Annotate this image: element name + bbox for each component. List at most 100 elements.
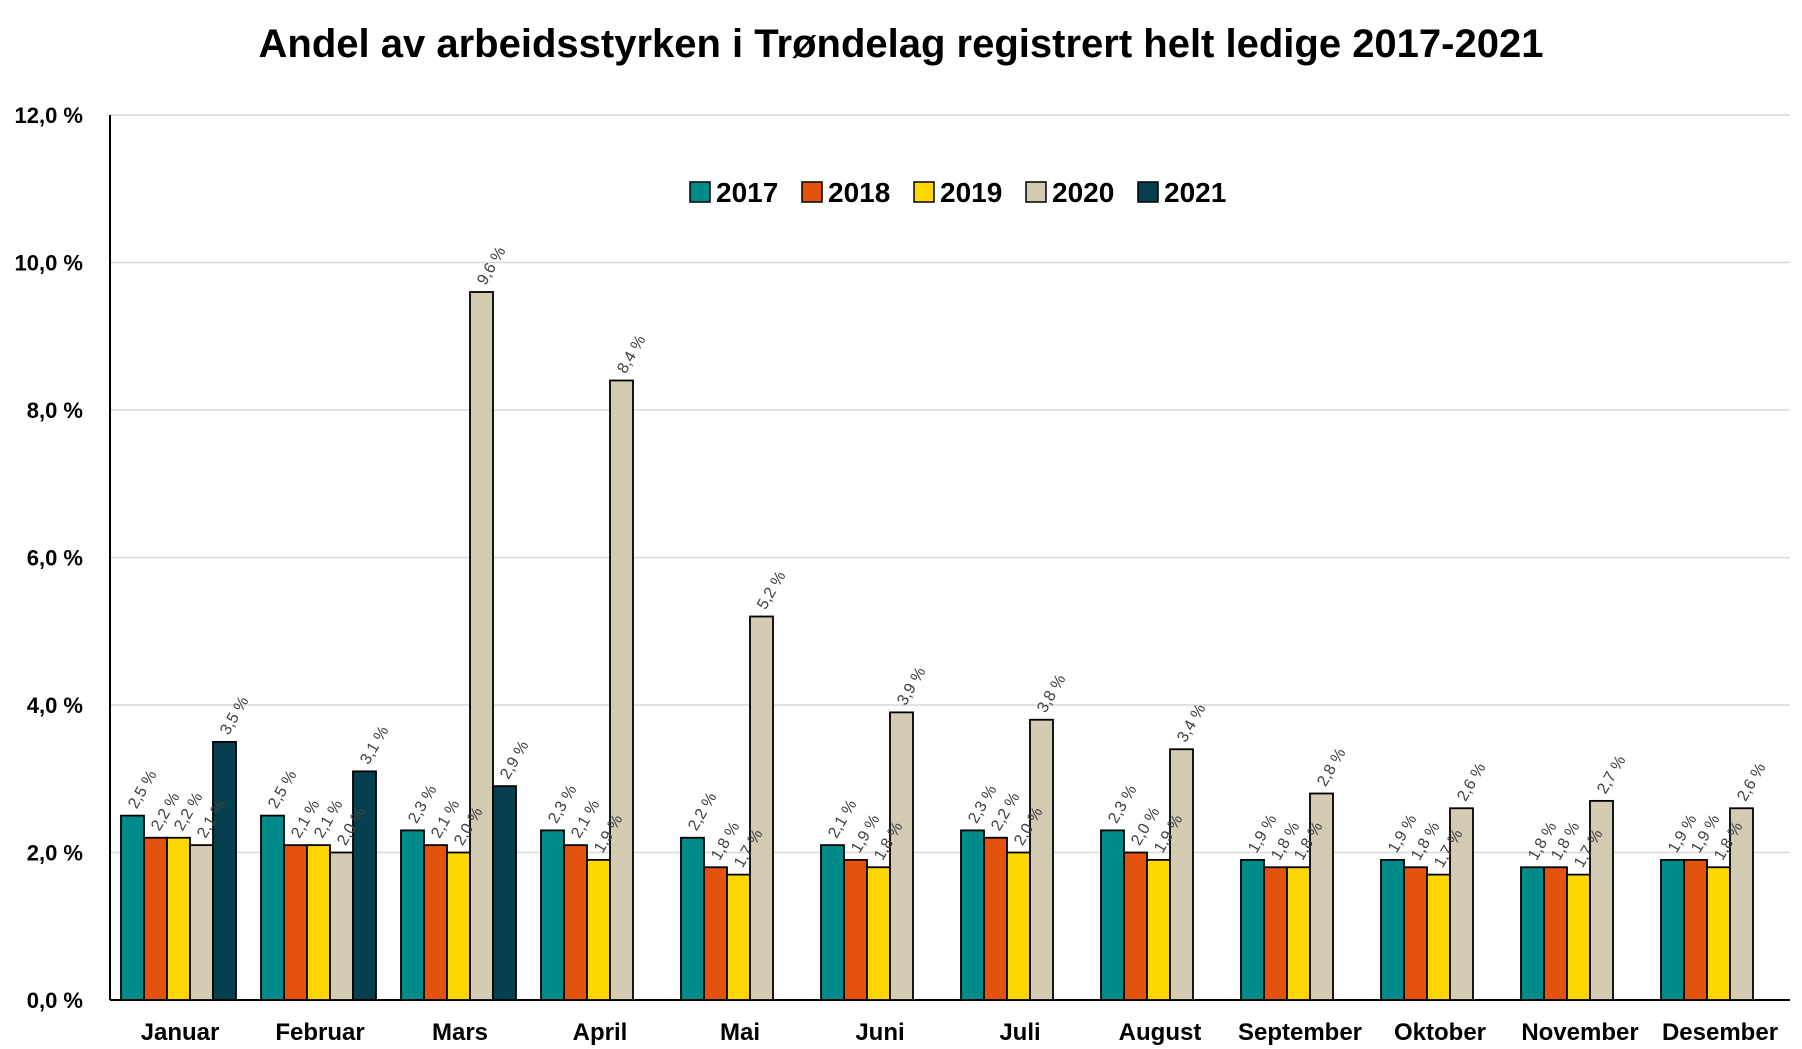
x-tick-label: August	[1119, 1019, 1202, 1046]
data-label: 2,6 %	[1454, 760, 1489, 804]
bar	[983, 836, 1008, 1001]
bar	[1566, 873, 1591, 1001]
x-tick-label: Oktober	[1394, 1019, 1486, 1046]
bar	[306, 844, 331, 1001]
bar	[1706, 866, 1731, 1001]
bar	[143, 836, 168, 1001]
x-tick-label: Mai	[720, 1019, 760, 1046]
bar	[1520, 866, 1545, 1001]
legend-label: 2021	[1164, 177, 1226, 208]
bar	[446, 851, 471, 1001]
bar	[540, 829, 565, 1001]
x-tick-label: November	[1521, 1019, 1638, 1046]
bars	[120, 291, 1754, 1001]
y-tick-label: 6,0 %	[27, 546, 83, 571]
bar	[352, 770, 377, 1001]
gridlines	[110, 114, 1790, 854]
bar	[1683, 858, 1708, 1001]
bar	[1449, 807, 1474, 1001]
bar	[423, 844, 448, 1001]
x-tick-label: September	[1238, 1019, 1362, 1046]
bar	[609, 379, 634, 1001]
bar	[329, 851, 354, 1001]
data-label: 2,6 %	[1734, 760, 1769, 804]
data-label: 2,9 %	[497, 738, 532, 782]
bar	[492, 785, 517, 1001]
data-label: 2,5 %	[125, 768, 160, 812]
data-label: 5,2 %	[754, 569, 789, 613]
x-tick-label: Januar	[141, 1019, 220, 1046]
bar	[1263, 866, 1288, 1001]
legend-label: 2018	[828, 177, 890, 208]
y-tick-label: 0,0 %	[27, 988, 83, 1013]
legend-label: 2020	[1052, 177, 1114, 208]
bar	[1380, 858, 1405, 1001]
bar	[1426, 873, 1451, 1001]
bar	[563, 844, 588, 1001]
data-label: 3,5 %	[217, 694, 252, 738]
bar	[212, 740, 237, 1001]
bar	[1169, 748, 1194, 1001]
x-tick-label: Februar	[275, 1019, 364, 1046]
y-tick-label: 10,0 %	[15, 251, 84, 276]
bar	[469, 291, 494, 1001]
y-tick-label: 12,0 %	[15, 103, 84, 128]
data-label: 2,7 %	[1594, 753, 1629, 797]
y-tick-label: 4,0 %	[27, 693, 83, 718]
bar	[703, 866, 728, 1001]
bar	[820, 844, 845, 1001]
data-label: 2,8 %	[1314, 746, 1349, 790]
legend-swatch	[913, 181, 935, 203]
bar	[1029, 718, 1054, 1001]
legend-label: 2017	[716, 177, 778, 208]
y-tick-label: 2,0 %	[27, 841, 83, 866]
legend-swatch	[1025, 181, 1047, 203]
bar	[749, 615, 774, 1001]
bar	[889, 711, 914, 1001]
x-tick-label: Desember	[1662, 1019, 1778, 1046]
legend-swatch	[1137, 181, 1159, 203]
bar	[1240, 858, 1265, 1001]
bar	[726, 873, 751, 1001]
axes: 0,0 % 2,0 % 4,0 % 6,0 % 8,0 % 10,0 % 12,0 % Jan…	[15, 103, 1790, 1046]
bar	[1660, 858, 1685, 1001]
bar	[1286, 866, 1311, 1001]
data-label: 2,3 %	[1105, 782, 1140, 826]
bar	[843, 858, 868, 1001]
data-label: 2,2 %	[685, 790, 720, 834]
bar	[680, 836, 705, 1001]
data-label: 3,4 %	[1174, 701, 1209, 745]
data-label: 3,1 %	[357, 723, 392, 767]
bar	[166, 836, 191, 1001]
x-tick-label: Juli	[999, 1019, 1040, 1046]
bar	[1100, 829, 1125, 1001]
bar	[189, 844, 214, 1001]
x-tick-label: April	[573, 1019, 628, 1046]
bar	[1309, 792, 1334, 1001]
legend-label: 2019	[940, 177, 1002, 208]
bar	[283, 844, 308, 1001]
legend: 2017 2018 2019 2020 2021	[689, 177, 1226, 208]
data-label: 3,9 %	[894, 664, 929, 708]
bar	[260, 814, 285, 1001]
x-tick-label: Mars	[432, 1019, 488, 1046]
bar	[1006, 851, 1031, 1001]
bar	[1729, 807, 1754, 1001]
chart-title: Andel av arbeidsstyrken i Trøndelag regi…	[258, 22, 1544, 66]
bar	[960, 829, 985, 1001]
bar	[1146, 858, 1171, 1001]
bar	[120, 814, 145, 1001]
bar	[1589, 799, 1614, 1001]
bar	[400, 829, 425, 1001]
legend-swatch	[801, 181, 823, 203]
data-label: 9,6 %	[474, 244, 509, 288]
bar	[1403, 866, 1428, 1001]
bar	[866, 866, 891, 1001]
bar	[1123, 851, 1148, 1001]
x-tick-label: Juni	[855, 1019, 904, 1046]
data-label: 3,8 %	[1034, 672, 1069, 716]
y-tick-label: 8,0 %	[27, 398, 83, 423]
bar	[1543, 866, 1568, 1001]
legend-swatch	[689, 181, 711, 203]
